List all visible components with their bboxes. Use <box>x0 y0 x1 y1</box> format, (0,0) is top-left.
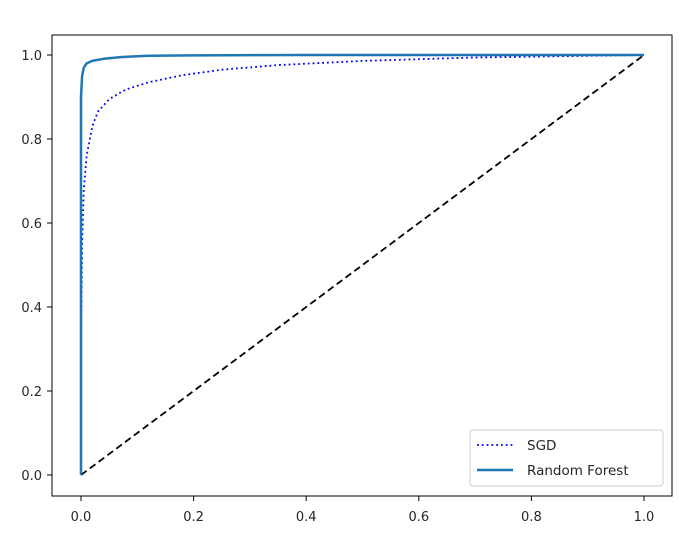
x-axis: 0.0 0.2 0.4 0.6 0.8 1.0 <box>71 496 655 525</box>
legend-box <box>469 429 664 487</box>
x-tick-label: 0.8 <box>521 510 542 525</box>
y-axis: 0.0 0.2 0.4 0.6 0.8 1.0 <box>21 49 52 484</box>
x-tick-label: 0.4 <box>296 510 317 525</box>
x-tick-label: 1.0 <box>634 510 655 525</box>
x-tick-label: 0.0 <box>71 510 92 525</box>
y-tick-label: 1.0 <box>21 49 42 64</box>
legend-label-sgd: SGD <box>527 438 556 454</box>
y-tick-label: 0.0 <box>21 469 42 484</box>
y-tick-label: 0.8 <box>21 133 42 148</box>
y-tick-label: 0.2 <box>21 385 42 400</box>
plot-area <box>51 34 673 497</box>
legend-label-random-forest: Random Forest <box>527 463 629 479</box>
series-layer <box>79 53 645 476</box>
series-random-forest <box>79 53 644 475</box>
y-tick-label: 0.6 <box>21 217 42 232</box>
plot-frame <box>51 34 673 497</box>
x-tick-label: 0.2 <box>183 510 204 525</box>
legend: SGD Random Forest <box>469 429 664 487</box>
x-tick-label: 0.6 <box>408 510 429 525</box>
series-random-classifier-diagonal <box>80 54 645 476</box>
y-tick-label: 0.4 <box>21 301 42 316</box>
